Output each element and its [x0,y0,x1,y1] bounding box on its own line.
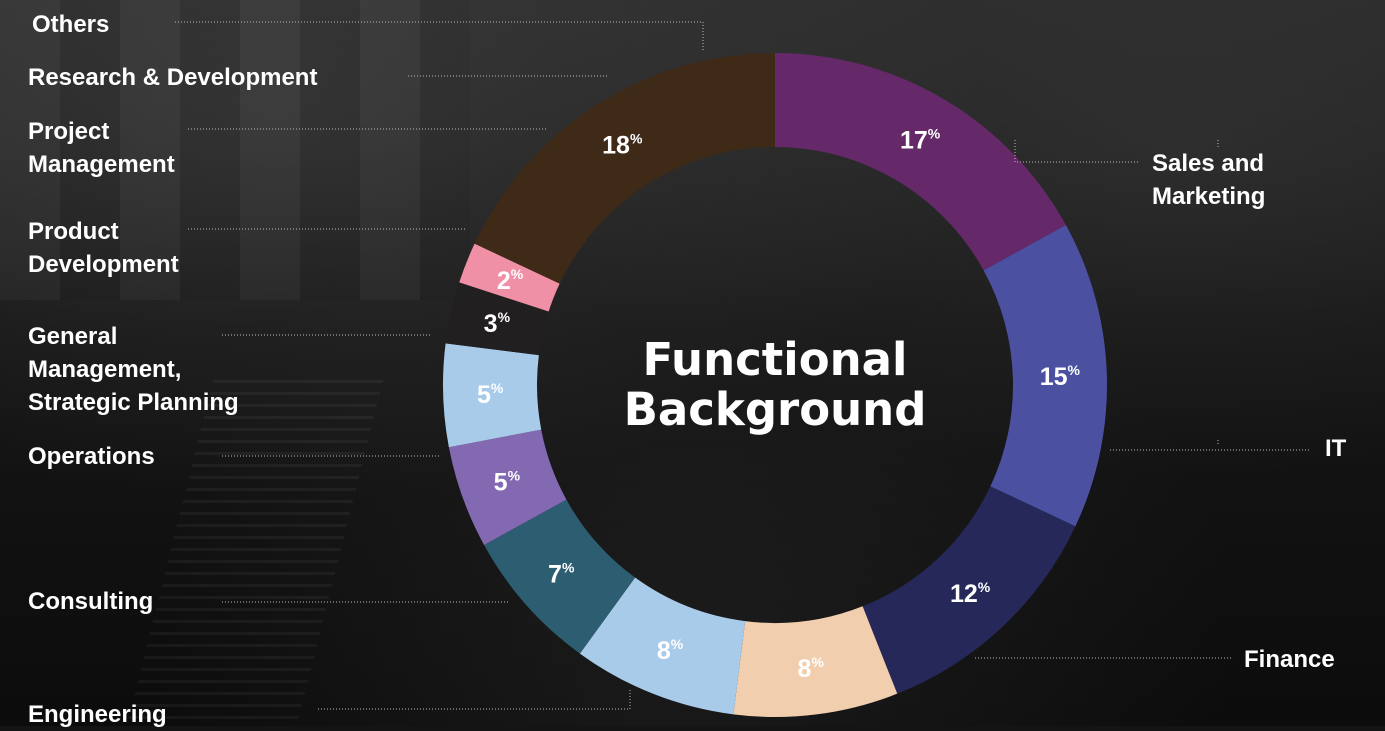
slice-value-label: 2% [497,266,524,295]
chart-title: Functional Background [623,333,927,436]
slice-consulting [579,577,746,715]
slice-research-development [459,243,560,312]
slice-value-label: 15% [1040,362,1081,391]
slice-it [983,225,1107,527]
legend-label-research: Research & Development [28,64,318,91]
slice-value-label: 7% [548,559,575,588]
leader-line [175,21,704,50]
legend-label-others: Others [32,11,110,38]
legend-label-operations: Operations [28,443,155,470]
slice-sales-and-marketing [775,53,1066,271]
slice-others [474,53,775,284]
legend-label-it: IT [1325,435,1347,462]
slice-general-management-strategic-planning [448,429,567,545]
legend-label-sales: Sales and Marketing [1152,150,1266,210]
slice-value-label: 5% [477,380,504,409]
slice-value-label: 12% [950,579,991,608]
legend-label-engineering: Engineering [28,701,167,728]
leader-line [1014,140,1140,163]
slice-value-label: 8% [657,636,684,665]
legend-label-general: General Management, Strategic Planning [28,323,239,416]
slice-value-label: 3% [484,309,511,338]
leader-line [318,690,631,710]
background-building [0,0,470,300]
slice-engineering [733,606,898,717]
legend-label-product: Product Development [28,218,179,278]
slice-product-development [442,343,542,448]
legend-label-project: Project Management [28,118,175,178]
slice-value-label: 18% [602,130,643,159]
slice-project-management [445,282,549,356]
legend-label-consulting: Consulting [28,588,154,615]
slice-finance [862,486,1076,694]
slice-operations [484,499,636,654]
slice-value-label: 17% [900,126,941,155]
slice-value-label: 5% [494,468,521,497]
legend-label-finance: Finance [1244,646,1335,673]
slice-value-label: 8% [798,654,825,683]
